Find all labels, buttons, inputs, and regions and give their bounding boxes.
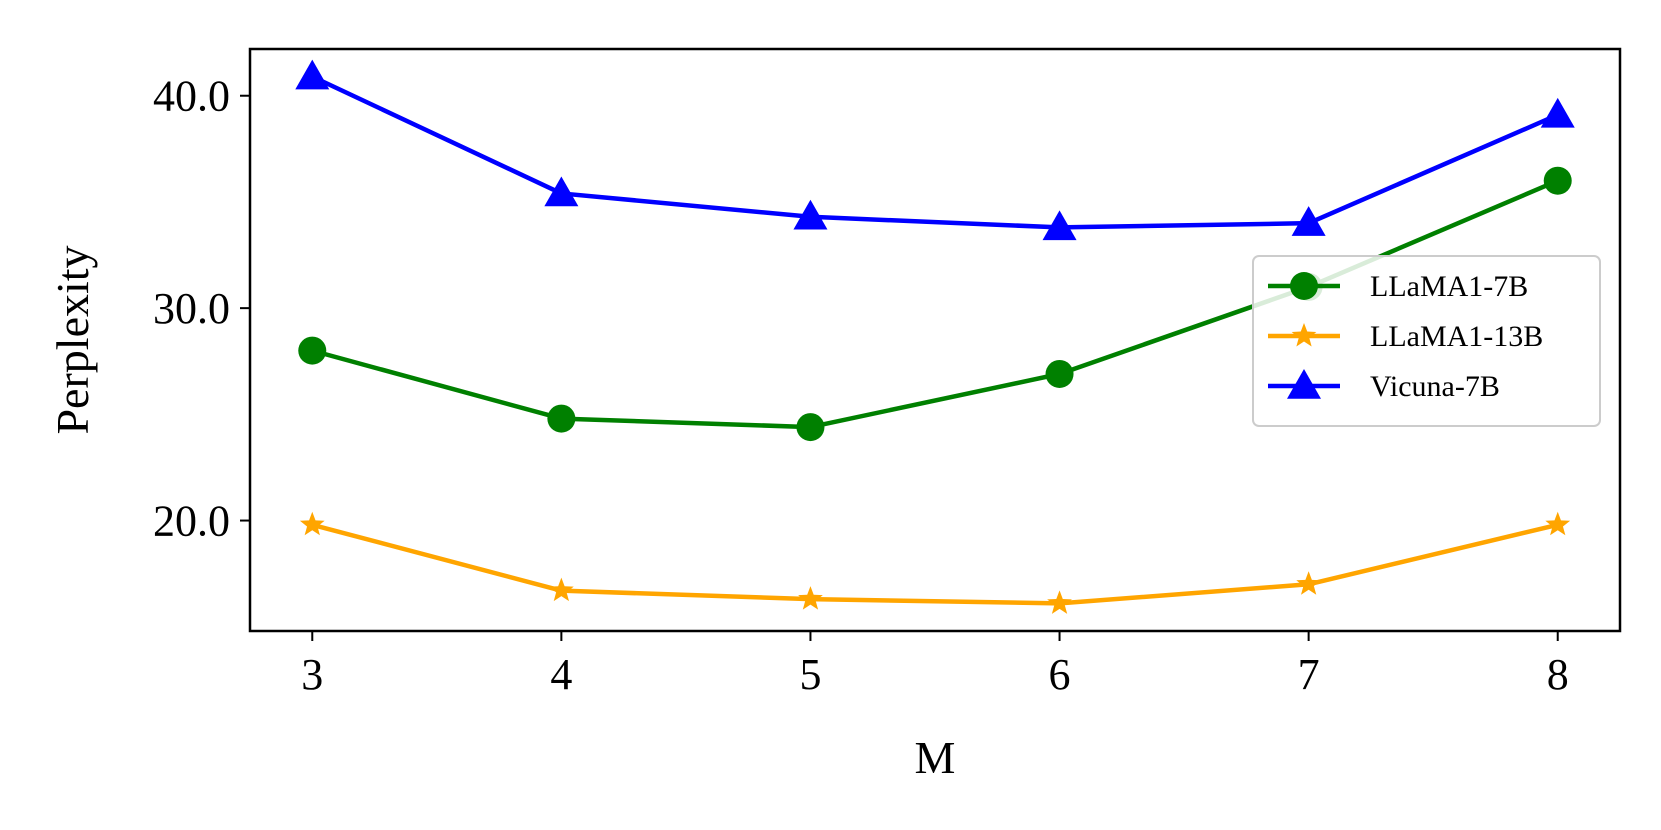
y-axis: 20.0 30.0 40.0 <box>153 72 250 546</box>
data-point-llama1-13b <box>549 577 574 602</box>
x-tick-label: 5 <box>799 650 821 699</box>
series-line-vicuna-7b <box>311 74 1559 230</box>
legend-label-vicuna-7b: Vicuna-7B <box>1370 370 1500 403</box>
series-line-llama1-13b <box>311 522 1559 606</box>
legend-item-llama1-7b: LLaMA1-7B <box>1268 270 1528 303</box>
legend-marker-llama1-13b <box>1291 323 1317 347</box>
data-point-vicuna-7b <box>1540 97 1575 128</box>
y-tick-label: 30.0 <box>153 284 230 333</box>
x-tick-label: 3 <box>301 650 323 699</box>
legend-item-llama1-13b: LLaMA1-13B <box>1268 320 1543 353</box>
data-point-llama1-13b <box>1296 571 1321 595</box>
data-point-vicuna-7b <box>295 59 330 90</box>
data-point-llama1-7b <box>298 336 327 365</box>
x-tick-label: 8 <box>1547 650 1569 699</box>
x-tick-label: 6 <box>1049 650 1071 699</box>
data-point-llama1-13b <box>299 511 325 536</box>
data-point-llama1-13b <box>798 586 823 610</box>
data-point-llama1-13b <box>1545 511 1571 536</box>
x-tick-label: 7 <box>1298 650 1320 699</box>
legend-box <box>1252 255 1601 427</box>
x-axis: 3 4 5 6 7 8 <box>301 631 1569 699</box>
data-point-llama1-7b <box>1543 166 1572 195</box>
data-point-llama1-7b <box>547 404 576 433</box>
data-point-vicuna-7b <box>1042 210 1077 241</box>
x-tick-label: 4 <box>550 650 572 699</box>
legend-item-vicuna-7b: Vicuna-7B <box>1268 369 1500 403</box>
data-point-vicuna-7b <box>793 199 828 230</box>
legend-marker-llama1-7b <box>1290 272 1318 300</box>
data-point-llama1-13b <box>1047 590 1072 614</box>
x-axis-title: M <box>915 732 956 783</box>
data-point-llama1-7b <box>796 413 825 442</box>
data-point-llama1-7b <box>1045 359 1074 388</box>
y-axis-title: Perplexity <box>47 245 98 434</box>
data-point-vicuna-7b <box>1291 206 1326 236</box>
y-tick-label: 20.0 <box>153 497 230 546</box>
legend-label-llama1-7b: LLaMA1-7B <box>1370 270 1528 303</box>
legend-marker-vicuna-7b <box>1287 369 1321 399</box>
legend-label-llama1-13b: LLaMA1-13B <box>1370 320 1543 353</box>
data-point-vicuna-7b <box>544 176 579 207</box>
series-llama1-13b <box>299 511 1571 614</box>
series-layer <box>295 59 1575 614</box>
series-vicuna-7b <box>295 59 1575 241</box>
legend: LLaMA1-7B LLaMA1-13B Vicuna-7B <box>1252 255 1601 427</box>
y-tick-label: 40.0 <box>153 72 230 121</box>
